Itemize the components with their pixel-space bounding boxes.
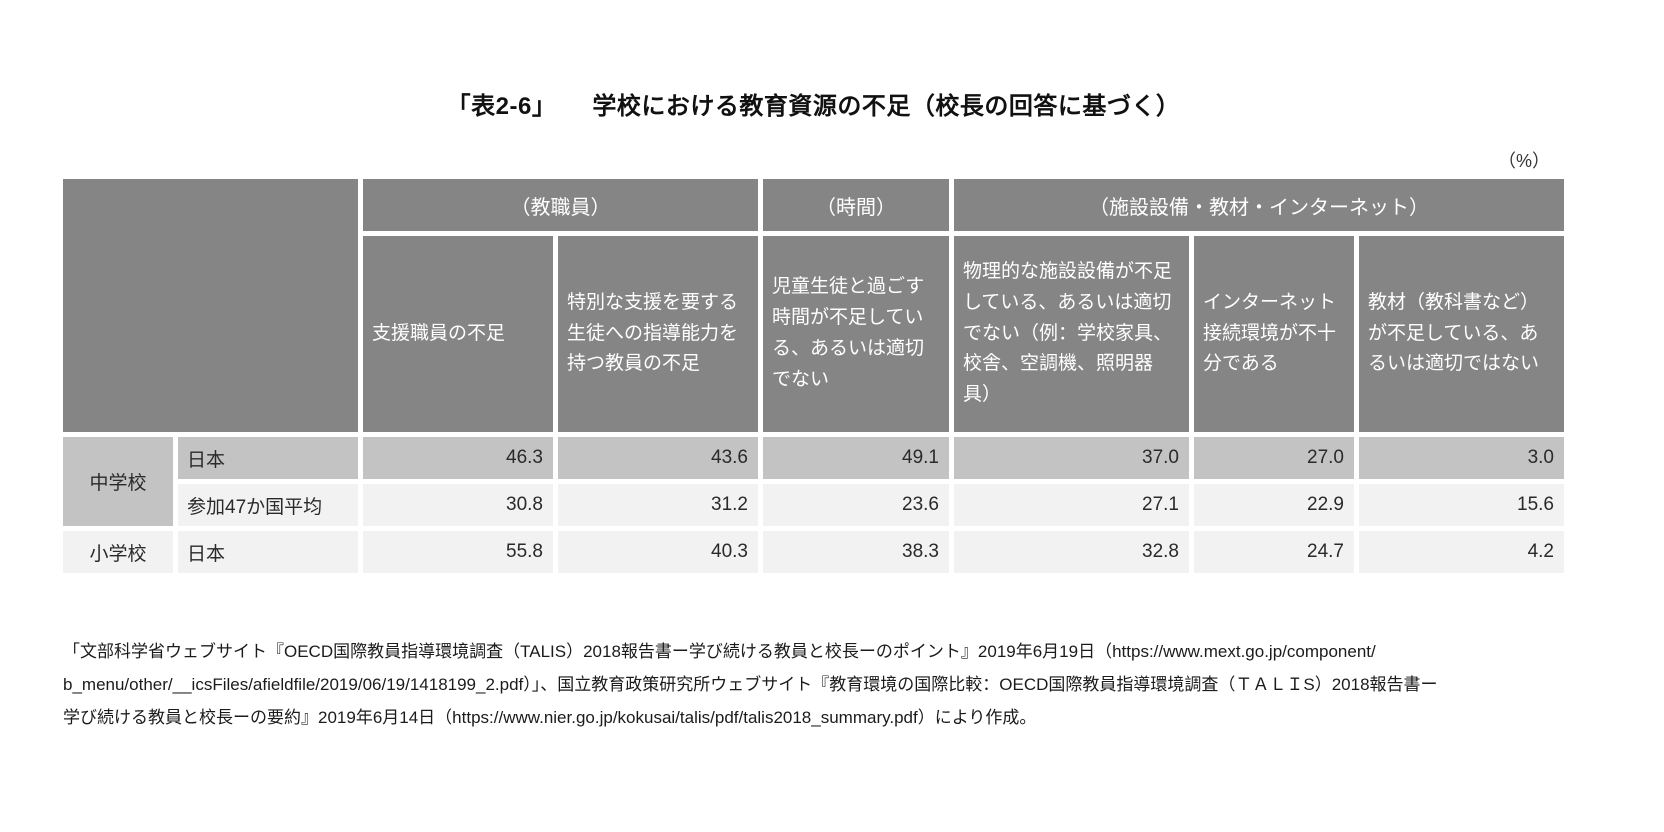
row-label-japan-jhs: 日本: [178, 437, 358, 479]
table-cell: 49.1: [763, 437, 949, 479]
table-cell: 38.3: [763, 531, 949, 573]
table-cell: 22.9: [1194, 484, 1354, 526]
row-label-junior-high: 中学校: [63, 437, 173, 526]
table-cell: 3.0: [1359, 437, 1564, 479]
table-cell: 30.8: [363, 484, 553, 526]
table-cell: 37.0: [954, 437, 1189, 479]
row-label-47-country-average: 参加47か国平均: [178, 484, 358, 526]
column-header-internet: インターネット接続環境が不十分である: [1194, 236, 1354, 432]
column-header-materials: 教材（教科書など）が不足している、あるいは適切ではない: [1359, 236, 1564, 432]
table-cell: 55.8: [363, 531, 553, 573]
table-cell: 43.6: [558, 437, 758, 479]
table-cell: 32.8: [954, 531, 1189, 573]
table-cell: 46.3: [363, 437, 553, 479]
page-title: 「表2-6」 学校における教育資源の不足（校長の回答に基づく）: [63, 0, 1564, 121]
group-header-facilities: （施設設備・教材・インターネット）: [954, 179, 1564, 231]
source-citation: 「文部科学省ウェブサイト『OECD国際教員指導環境調査（TALIS）2018報告…: [63, 635, 1543, 734]
table-cell: 4.2: [1359, 531, 1564, 573]
table-cell: 31.2: [558, 484, 758, 526]
table-cell: 15.6: [1359, 484, 1564, 526]
table-cell: 40.3: [558, 531, 758, 573]
group-header-time: （時間）: [763, 179, 949, 231]
column-header-special-needs-teachers: 特別な支援を要する生徒への指導能力を持つ教員の不足: [558, 236, 758, 432]
source-line: b_menu/other/__icsFiles/afieldfile/2019/…: [63, 675, 1438, 694]
table-corner-cell: [63, 179, 358, 432]
column-header-time-with-students: 児童生徒と過ごす時間が不足している、あるいは適切でない: [763, 236, 949, 432]
table-cell: 24.7: [1194, 531, 1354, 573]
group-header-staff: （教職員）: [363, 179, 758, 231]
row-label-japan-es: 日本: [178, 531, 358, 573]
table-cell: 27.1: [954, 484, 1189, 526]
column-header-support-staff: 支援職員の不足: [363, 236, 553, 432]
table-cell: 27.0: [1194, 437, 1354, 479]
source-line: 「文部科学省ウェブサイト『OECD国際教員指導環境調査（TALIS）2018報告…: [63, 642, 1376, 661]
data-table: （教職員） （時間） （施設設備・教材・インターネット） 支援職員の不足 特別な…: [63, 179, 1564, 573]
row-label-elementary: 小学校: [63, 531, 173, 573]
table-title-text: 学校における教育資源の不足（校長の回答に基づく）: [592, 93, 1181, 120]
table-number-label: 「表2-6」: [446, 93, 557, 120]
column-header-physical-facilities: 物理的な施設設備が不足している、あるいは適切でない（例：学校家具、校舎、空調機、…: [954, 236, 1189, 432]
unit-label-percent: （%）: [1497, 151, 1550, 171]
table-cell: 23.6: [763, 484, 949, 526]
source-line: 学び続ける教員と校長ーの要約』2019年6月14日（https://www.ni…: [63, 708, 1037, 727]
